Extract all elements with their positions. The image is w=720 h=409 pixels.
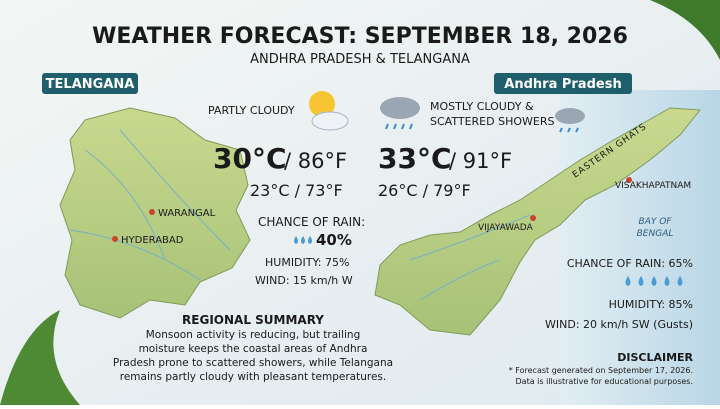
city-dot bbox=[530, 215, 536, 221]
city-dot bbox=[112, 236, 118, 242]
sun-cloud-icon bbox=[309, 91, 349, 131]
disclaimer-line: Data is illustrative for educational pur… bbox=[516, 377, 694, 386]
summary-line: moisture keeps the coastal areas of Andh… bbox=[139, 343, 368, 355]
wind: WIND: 15 km/h W bbox=[255, 274, 353, 287]
low-temp: 26°C / 79°F bbox=[378, 181, 471, 200]
humidity: HUMIDITY: 75% bbox=[265, 256, 349, 269]
droplets bbox=[294, 236, 312, 244]
disclaimer-line: * Forecast generated on September 17, 20… bbox=[509, 366, 693, 375]
rain-cloud-icon bbox=[380, 97, 585, 133]
city-label: VIJAYAWADA bbox=[478, 223, 534, 233]
city-dot bbox=[149, 209, 155, 215]
condition: PARTLY CLOUDY bbox=[208, 104, 295, 117]
summary-line: remains partly cloudy with pleasant temp… bbox=[120, 371, 387, 383]
summary-line: Monsoon activity is reducing, but traili… bbox=[146, 329, 360, 341]
disclaimer-title: DISCLAIMER bbox=[617, 351, 693, 364]
summary-title: REGIONAL SUMMARY bbox=[182, 313, 324, 327]
high-f: / 86°F bbox=[284, 149, 347, 173]
subtitle: ANDHRA PRADESH & TELANGANA bbox=[250, 52, 470, 67]
rivers bbox=[69, 129, 231, 281]
region-badge bbox=[42, 73, 138, 94]
city-label: HYDERABAD bbox=[121, 235, 184, 246]
city-label: WARANGAL bbox=[158, 208, 216, 219]
city-dot bbox=[626, 177, 632, 183]
summary-line: Pradesh prone to scattered showers, whil… bbox=[113, 357, 393, 369]
condition: MOSTLY CLOUDY & bbox=[430, 100, 534, 113]
sea-label: BENGAL bbox=[637, 229, 674, 239]
region-badge bbox=[494, 73, 632, 94]
rain-value: 40% bbox=[316, 231, 352, 249]
high-c: 30°C bbox=[213, 142, 287, 175]
droplets bbox=[625, 276, 683, 286]
region-label: Andhra Pradesh bbox=[504, 77, 621, 92]
wind: WIND: 20 km/h SW (Gusts) bbox=[545, 318, 693, 331]
leaf-decoration bbox=[650, 0, 720, 60]
region-label: TELANGANA bbox=[46, 77, 135, 92]
telangana-map bbox=[59, 107, 251, 319]
low-temp: 23°C / 73°F bbox=[250, 181, 343, 200]
rivers bbox=[409, 214, 531, 301]
rain: CHANCE OF RAIN: 65% bbox=[567, 257, 693, 270]
city-label: VISAKHAPATNAM bbox=[615, 181, 691, 191]
high-f: / 91°F bbox=[449, 149, 512, 173]
rain-label: CHANCE OF RAIN: bbox=[258, 215, 365, 229]
leaf-decoration bbox=[0, 310, 80, 405]
andhra-map bbox=[374, 107, 701, 336]
title: WEATHER FORECAST: SEPTEMBER 18, 2026 bbox=[92, 24, 628, 49]
high-c: 33°C bbox=[378, 142, 452, 175]
humidity: HUMIDITY: 85% bbox=[609, 298, 693, 311]
condition: SCATTERED SHOWERS bbox=[430, 115, 554, 128]
sea-label: BAY OF bbox=[639, 217, 673, 227]
